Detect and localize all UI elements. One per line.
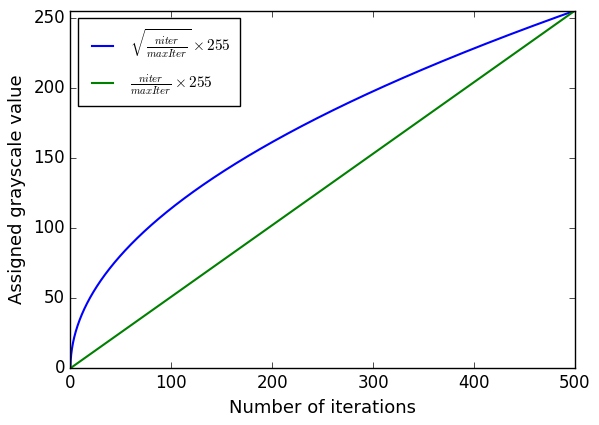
$\sqrt{\frac{niter}{maxIter}} \times 255$ [67, 366, 74, 371]
$\sqrt{\frac{niter}{maxIter}} \times 255$ [556, 14, 564, 19]
$\sqrt{\frac{niter}{maxIter}} \times 255$ [299, 123, 306, 128]
Legend: $\sqrt{\frac{niter}{maxIter}} \times 255$, $\frac{niter}{maxIter} \times 255$: $\sqrt{\frac{niter}{maxIter}} \times 255… [78, 18, 240, 106]
Line: $\sqrt{\frac{niter}{maxIter}} \times 255$: $\sqrt{\frac{niter}{maxIter}} \times 255… [71, 11, 575, 368]
$\frac{niter}{maxIter} \times 255$ [312, 192, 319, 197]
Y-axis label: Assigned grayscale value: Assigned grayscale value [8, 75, 26, 304]
$\frac{niter}{maxIter} \times 255$ [556, 19, 564, 24]
$\sqrt{\frac{niter}{maxIter}} \times 255$ [93, 285, 100, 290]
Line: $\frac{niter}{maxIter} \times 255$: $\frac{niter}{maxIter} \times 255$ [71, 11, 575, 368]
X-axis label: Number of iterations: Number of iterations [229, 399, 416, 416]
$\frac{niter}{maxIter} \times 255$ [556, 19, 564, 24]
$\frac{niter}{maxIter} \times 255$ [93, 347, 100, 352]
$\sqrt{\frac{niter}{maxIter}} \times 255$ [556, 13, 564, 18]
$\sqrt{\frac{niter}{maxIter}} \times 255$ [312, 116, 319, 122]
$\frac{niter}{maxIter} \times 255$ [67, 366, 74, 371]
$\sqrt{\frac{niter}{maxIter}} \times 255$ [571, 8, 579, 13]
$\frac{niter}{maxIter} \times 255$ [464, 84, 471, 89]
$\sqrt{\frac{niter}{maxIter}} \times 255$ [464, 48, 471, 54]
$\frac{niter}{maxIter} \times 255$ [571, 8, 579, 13]
$\frac{niter}{maxIter} \times 255$ [299, 201, 306, 207]
